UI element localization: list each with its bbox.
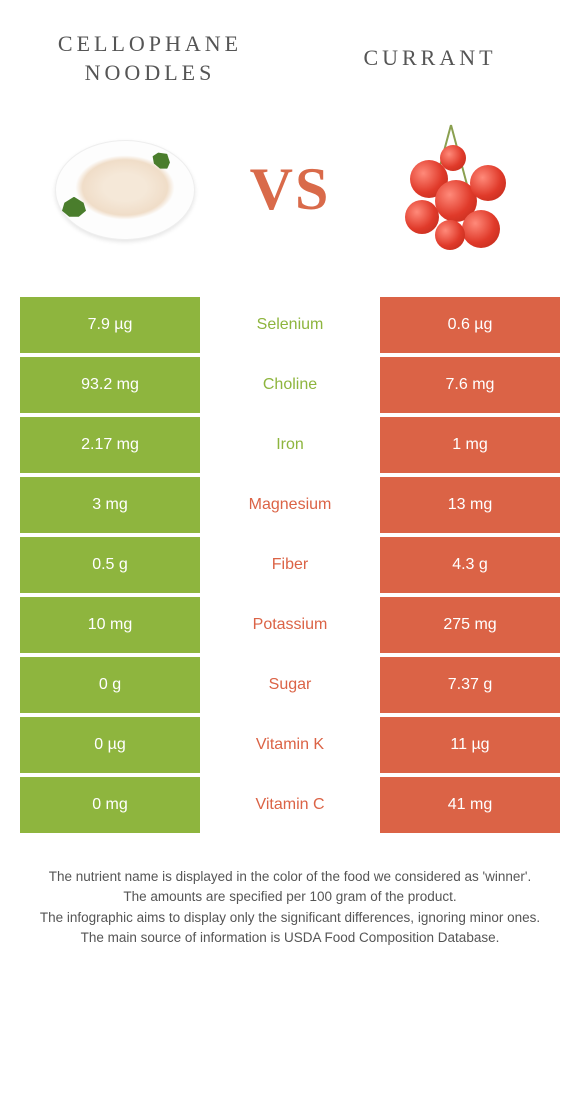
- table-row: 0 mgVitamin C41 mg: [20, 777, 560, 833]
- nutrient-name: Fiber: [200, 537, 380, 593]
- hero-row: VS: [0, 97, 580, 297]
- left-value: 0 µg: [20, 717, 200, 773]
- table-row: 2.17 mgIron1 mg: [20, 417, 560, 473]
- nutrient-name: Selenium: [200, 297, 380, 353]
- nutrient-name: Choline: [200, 357, 380, 413]
- footer-line-4: The main source of information is USDA F…: [20, 928, 560, 948]
- right-value: 41 mg: [380, 777, 560, 833]
- left-title-line1: CELLOPHANE: [40, 30, 260, 59]
- left-title-line2: NOODLES: [40, 59, 260, 88]
- right-value: 7.37 g: [380, 657, 560, 713]
- left-food-title: CELLOPHANE NOODLES: [40, 30, 260, 87]
- nutrient-name: Potassium: [200, 597, 380, 653]
- right-value: 4.3 g: [380, 537, 560, 593]
- nutrient-name: Iron: [200, 417, 380, 473]
- nutrient-name: Sugar: [200, 657, 380, 713]
- table-row: 0 µgVitamin K11 µg: [20, 717, 560, 773]
- right-food-title: CURRANT: [320, 44, 540, 73]
- footer-notes: The nutrient name is displayed in the co…: [0, 837, 580, 948]
- right-value: 11 µg: [380, 717, 560, 773]
- table-row: 7.9 µgSelenium0.6 µg: [20, 297, 560, 353]
- right-value: 275 mg: [380, 597, 560, 653]
- noodles-image: [40, 120, 210, 260]
- left-value: 7.9 µg: [20, 297, 200, 353]
- left-value: 2.17 mg: [20, 417, 200, 473]
- footer-line-2: The amounts are specified per 100 gram o…: [20, 887, 560, 907]
- right-value: 0.6 µg: [380, 297, 560, 353]
- left-value: 0.5 g: [20, 537, 200, 593]
- right-value: 1 mg: [380, 417, 560, 473]
- nutrient-name: Magnesium: [200, 477, 380, 533]
- left-value: 10 mg: [20, 597, 200, 653]
- table-row: 93.2 mgCholine7.6 mg: [20, 357, 560, 413]
- header: CELLOPHANE NOODLES CURRANT: [0, 0, 580, 97]
- table-row: 10 mgPotassium275 mg: [20, 597, 560, 653]
- table-row: 3 mgMagnesium13 mg: [20, 477, 560, 533]
- table-row: 0.5 gFiber4.3 g: [20, 537, 560, 593]
- nutrient-name: Vitamin K: [200, 717, 380, 773]
- nutrient-table: 7.9 µgSelenium0.6 µg93.2 mgCholine7.6 mg…: [20, 297, 560, 833]
- footer-line-1: The nutrient name is displayed in the co…: [20, 867, 560, 887]
- right-value: 13 mg: [380, 477, 560, 533]
- right-value: 7.6 mg: [380, 357, 560, 413]
- footer-line-3: The infographic aims to display only the…: [20, 908, 560, 928]
- vs-label: VS: [250, 155, 331, 224]
- left-value: 0 mg: [20, 777, 200, 833]
- left-value: 3 mg: [20, 477, 200, 533]
- currant-image: [370, 120, 540, 260]
- left-value: 93.2 mg: [20, 357, 200, 413]
- nutrient-name: Vitamin C: [200, 777, 380, 833]
- table-row: 0 gSugar7.37 g: [20, 657, 560, 713]
- left-value: 0 g: [20, 657, 200, 713]
